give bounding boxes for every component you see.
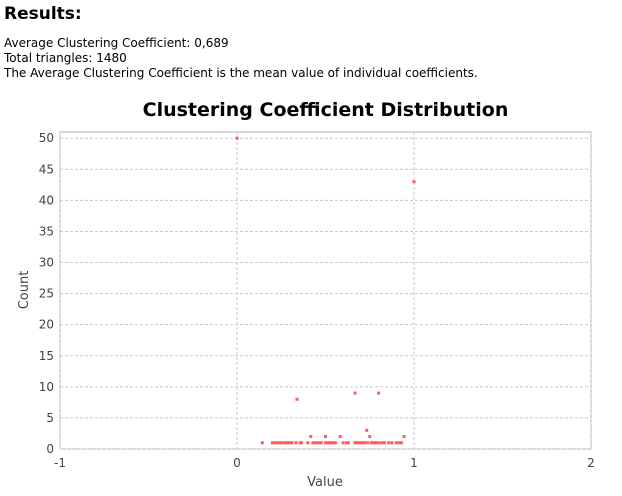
- y-tick-label: 30: [39, 256, 54, 270]
- data-point: [314, 441, 318, 445]
- data-point: [374, 441, 378, 445]
- data-point: [325, 441, 329, 445]
- data-point: [306, 441, 310, 445]
- data-point: [366, 441, 370, 445]
- data-point: [361, 441, 365, 445]
- data-point: [299, 441, 303, 445]
- data-point: [333, 441, 337, 445]
- y-tick-label: 25: [39, 287, 54, 301]
- data-point: [397, 441, 401, 445]
- data-point: [377, 391, 381, 395]
- data-point: [279, 441, 283, 445]
- data-point: [282, 441, 286, 445]
- y-axis-label: Count: [17, 271, 32, 310]
- chart-title: Clustering Coefficient Distribution: [142, 99, 509, 121]
- data-point: [319, 441, 323, 445]
- data-point: [412, 180, 416, 184]
- data-point: [394, 441, 398, 445]
- data-point: [377, 441, 381, 445]
- data-point: [328, 441, 332, 445]
- data-point: [309, 435, 313, 439]
- data-point: [359, 441, 363, 445]
- x-tick-label: 0: [233, 456, 241, 470]
- data-point: [346, 441, 350, 445]
- data-points: [235, 136, 416, 445]
- data-point: [355, 441, 359, 445]
- data-point: [260, 441, 264, 445]
- plot-area: [59, 131, 592, 450]
- x-tick-label: 1: [410, 456, 418, 470]
- data-point: [311, 441, 315, 445]
- data-point: [363, 441, 367, 445]
- data-point: [288, 441, 292, 445]
- data-point: [365, 428, 369, 432]
- data-point: [270, 441, 274, 445]
- y-tick-label: 40: [39, 193, 54, 207]
- results-heading: Results:: [4, 4, 82, 24]
- y-tick-label: 0: [46, 442, 54, 456]
- data-point: [353, 391, 357, 395]
- data-point: [402, 435, 406, 439]
- data-point: [399, 441, 403, 445]
- data-point: [295, 397, 299, 401]
- data-point: [338, 435, 342, 439]
- data-point: [368, 435, 372, 439]
- x-tick-label: -1: [54, 456, 66, 470]
- data-point: [380, 441, 384, 445]
- y-tick-label: 35: [39, 224, 54, 238]
- data-point: [331, 441, 335, 445]
- data-point: [357, 441, 361, 445]
- results-text: Average Clustering Coefficient: 0,689 To…: [4, 36, 478, 81]
- data-point: [371, 441, 375, 445]
- data-point: [387, 441, 391, 445]
- average-clustering-line: Average Clustering Coefficient: 0,689: [4, 36, 229, 50]
- y-tick-label: 5: [46, 411, 54, 425]
- data-point: [235, 136, 239, 140]
- data-point: [294, 441, 298, 445]
- data-point: [341, 441, 345, 445]
- data-point: [277, 441, 281, 445]
- description-line: The Average Clustering Coefficient is th…: [4, 66, 478, 80]
- y-tick-label: 45: [39, 162, 54, 176]
- data-point: [345, 441, 349, 445]
- data-point: [353, 441, 357, 445]
- data-point: [274, 441, 278, 445]
- y-tick-label: 15: [39, 349, 54, 363]
- data-point: [324, 441, 327, 445]
- x-tick-label: 2: [587, 456, 595, 470]
- data-point: [318, 441, 322, 445]
- y-tick-label: 20: [39, 318, 54, 332]
- data-point: [390, 441, 394, 445]
- data-point: [382, 441, 386, 445]
- grid-lines: [59, 132, 592, 450]
- total-triangles-line: Total triangles: 1480: [4, 51, 127, 65]
- y-tick-label: 50: [39, 131, 54, 145]
- data-point: [290, 441, 294, 445]
- data-point: [329, 441, 333, 445]
- data-point: [286, 441, 290, 445]
- data-point: [324, 435, 327, 439]
- data-point: [316, 441, 320, 445]
- x-axis-label: Value: [307, 475, 343, 490]
- y-tick-label: 10: [39, 380, 54, 394]
